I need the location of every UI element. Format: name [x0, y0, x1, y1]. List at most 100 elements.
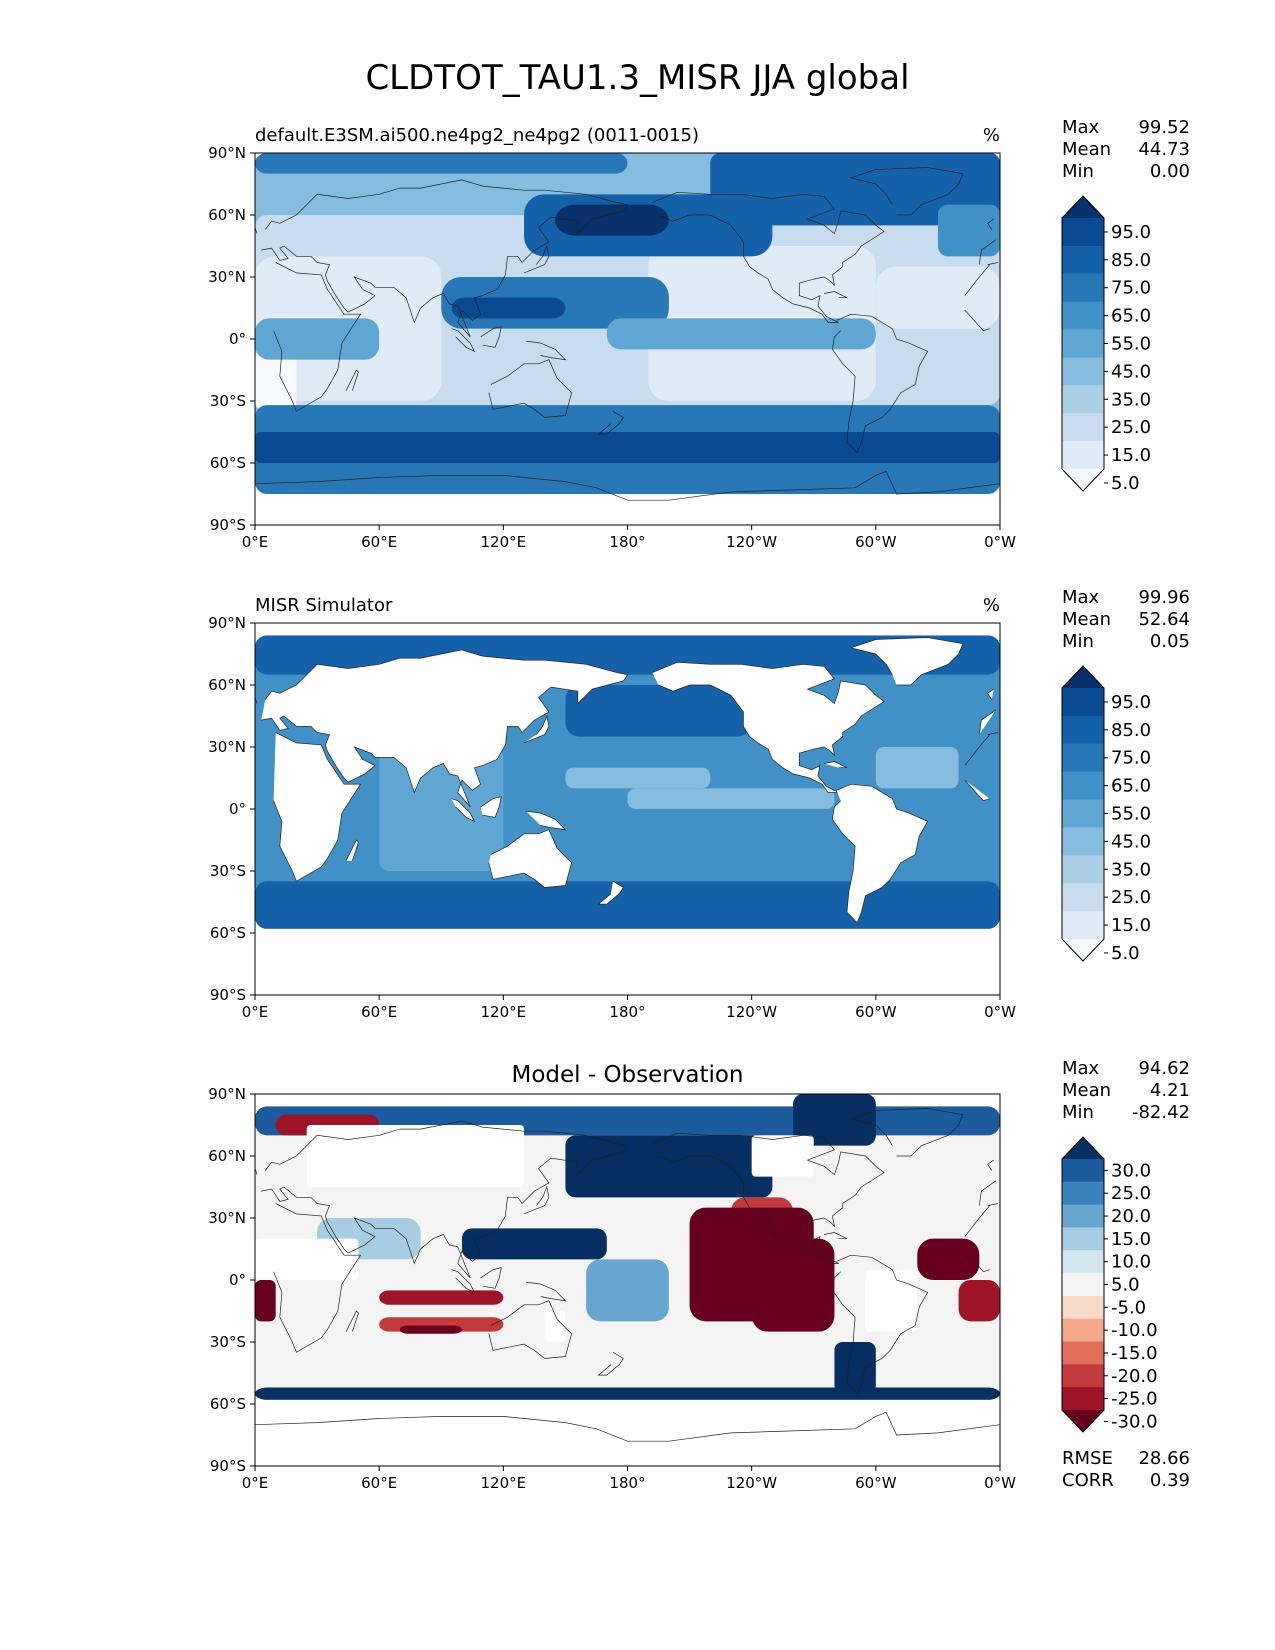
colorbar-extend-min [1062, 469, 1104, 491]
colorbar-label: 10.0 [1111, 1252, 1151, 1273]
field-patch [793, 1094, 876, 1146]
coastline [849, 167, 964, 216]
coastline [523, 244, 550, 274]
colorbar-outline [1061, 195, 1105, 492]
colorbar-label: -20.0 [1111, 1366, 1158, 1387]
colorbar-label: 25.0 [1111, 417, 1151, 438]
coastline [345, 369, 359, 391]
panel-title: default.E3SM.ai500.ne4pg2_ne4pg2 (0011-0… [255, 125, 699, 146]
lon-tick-label: 0°W [984, 1003, 1016, 1021]
colorbar-label: 25.0 [1111, 1183, 1151, 1204]
colorbar-segment [1062, 1364, 1104, 1388]
lon-tick-label: 120°E [481, 1003, 527, 1021]
colorbar-segment [1062, 1159, 1104, 1183]
colorbar-label: 35.0 [1111, 859, 1151, 880]
lon-tick-label: 0°W [984, 533, 1016, 551]
lon-tick-label: 60°W [855, 1003, 897, 1021]
field-patch [255, 1280, 276, 1322]
colorbar-label: -10.0 [1111, 1320, 1158, 1341]
coastline [824, 1232, 848, 1240]
colorbar-segment [1062, 1250, 1104, 1274]
colorbar-label: -5.0 [1111, 1297, 1146, 1318]
colorbar-segment [1062, 771, 1104, 801]
lon-tick-label: 180° [609, 1474, 645, 1492]
coastline [273, 732, 990, 882]
stat-label: Max [1062, 587, 1100, 608]
panel-title: Model - Observation [511, 1062, 743, 1088]
field-patch [451, 297, 566, 319]
coastline [451, 798, 476, 823]
colorbar-label: 5.0 [1111, 943, 1140, 964]
coastline [849, 1108, 964, 1157]
stat-label: Min [1062, 631, 1094, 652]
lon-tick-label: 60°E [361, 1474, 397, 1492]
field-patch [565, 685, 752, 737]
lat-tick-label: 60°S [210, 924, 246, 942]
lon-tick-label: 0°E [242, 533, 269, 551]
coastline [480, 1267, 502, 1289]
colorbar-label: 20.0 [1111, 1206, 1151, 1227]
stat-value: -82.42 [1132, 1102, 1190, 1123]
field-patch [865, 1269, 918, 1332]
coastline [488, 829, 572, 888]
lat-tick-label: 90°N [208, 614, 246, 632]
field-patch [255, 881, 1000, 929]
lon-tick-label: 180° [609, 533, 645, 551]
lon-tick-label: 120°W [726, 1003, 777, 1021]
colorbar-label: -15.0 [1111, 1343, 1158, 1364]
coastline [652, 661, 885, 793]
coastline [488, 359, 572, 418]
lat-tick-label: 0° [229, 1271, 246, 1289]
field-patch [255, 432, 1000, 463]
lon-tick-label: 60°E [361, 533, 397, 551]
colorbar-label: 15.0 [1111, 445, 1151, 466]
field-patch [937, 204, 1000, 257]
map-panel-obs: 90°N 60°N 30°N 0° 30°S 60°S 90°S0°E 60°E 120°E 18… [208, 587, 1190, 1021]
colorbar-segment [1062, 441, 1104, 470]
colorbar-segment [1062, 827, 1104, 856]
colorbar-segment [1062, 329, 1104, 358]
colorbar-segment [1062, 799, 1104, 828]
stat-label: Min [1062, 161, 1094, 182]
coastline [273, 1203, 990, 1353]
field-layer [255, 1094, 1000, 1466]
coastlines [255, 167, 1000, 501]
metric-value: 28.66 [1138, 1448, 1190, 1469]
lon-tick-label: 60°W [855, 533, 897, 551]
lon-tick-label: 120°E [481, 533, 527, 551]
coastline [824, 291, 848, 299]
field-patch [606, 318, 876, 350]
field-patch [255, 1399, 1000, 1466]
figure-title: CLDTOT_TAU1.3_MISR JJA global [365, 58, 910, 98]
coastline [261, 179, 998, 338]
colorbar-segment [1062, 1227, 1104, 1251]
field-layer [255, 153, 1000, 525]
colorbar: 30.025.020.015.010.05.0-5.0-10.0-15.0-20… [1061, 1136, 1158, 1433]
colorbar-segment [1062, 1273, 1104, 1297]
colorbar-extend-min [1062, 939, 1104, 961]
field-patch [255, 928, 1000, 995]
colorbar-segment [1062, 218, 1104, 247]
field-patch [751, 1135, 814, 1177]
coastline [273, 262, 990, 412]
lat-tick-label: 60°N [208, 676, 246, 694]
colorbar-label: 65.0 [1111, 776, 1151, 797]
colorbar-label: 85.0 [1111, 250, 1151, 271]
lat-tick-label: 60°S [210, 1395, 246, 1413]
colorbar-label: 15.0 [1111, 1229, 1151, 1250]
colorbar-segment [1062, 273, 1104, 303]
colorbar-extend-max [1062, 196, 1104, 218]
colorbar-extend-max [1062, 666, 1104, 688]
field-patch [875, 266, 1000, 329]
colorbar-segment [1062, 1295, 1104, 1320]
colorbar-segment [1062, 1341, 1104, 1365]
colorbar-segment [1062, 245, 1104, 275]
metric-label: CORR [1062, 1470, 1114, 1491]
colorbar-segment [1062, 1387, 1104, 1411]
colorbar-label: 45.0 [1111, 831, 1151, 852]
colorbar-label: 95.0 [1111, 222, 1151, 243]
lat-tick-label: 90°S [210, 1457, 246, 1475]
colorbar-segment [1062, 1318, 1104, 1343]
stat-label: Mean [1062, 609, 1111, 630]
field-patch [399, 1325, 462, 1334]
